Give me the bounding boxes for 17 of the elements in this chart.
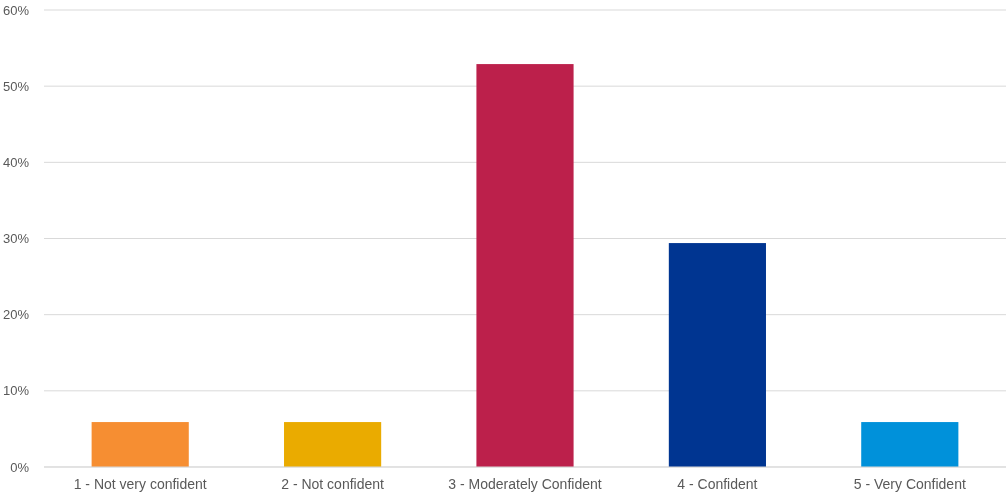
y-tick-label: 40%: [2, 154, 30, 170]
x-tick-label: 2 - Not confident: [281, 476, 385, 492]
bar: [284, 422, 382, 467]
bar: [861, 422, 959, 467]
x-tick-label: 4 - Confident: [677, 476, 758, 492]
bar: [668, 243, 766, 467]
y-tick-label: 0%: [10, 459, 30, 475]
y-tick-label: 20%: [2, 307, 30, 323]
y-tick-label: 30%: [2, 231, 30, 247]
y-tick-label: 50%: [2, 78, 30, 94]
y-tick-label: 10%: [2, 383, 30, 399]
x-tick-label: 3 - Moderately Confident: [448, 476, 602, 492]
bar: [91, 422, 189, 467]
x-tick-label: 5 - Very Confident: [853, 476, 966, 492]
y-tick-label: 60%: [2, 2, 30, 18]
x-tick-label: 1 - Not very confident: [73, 476, 207, 492]
bar: [476, 64, 574, 467]
